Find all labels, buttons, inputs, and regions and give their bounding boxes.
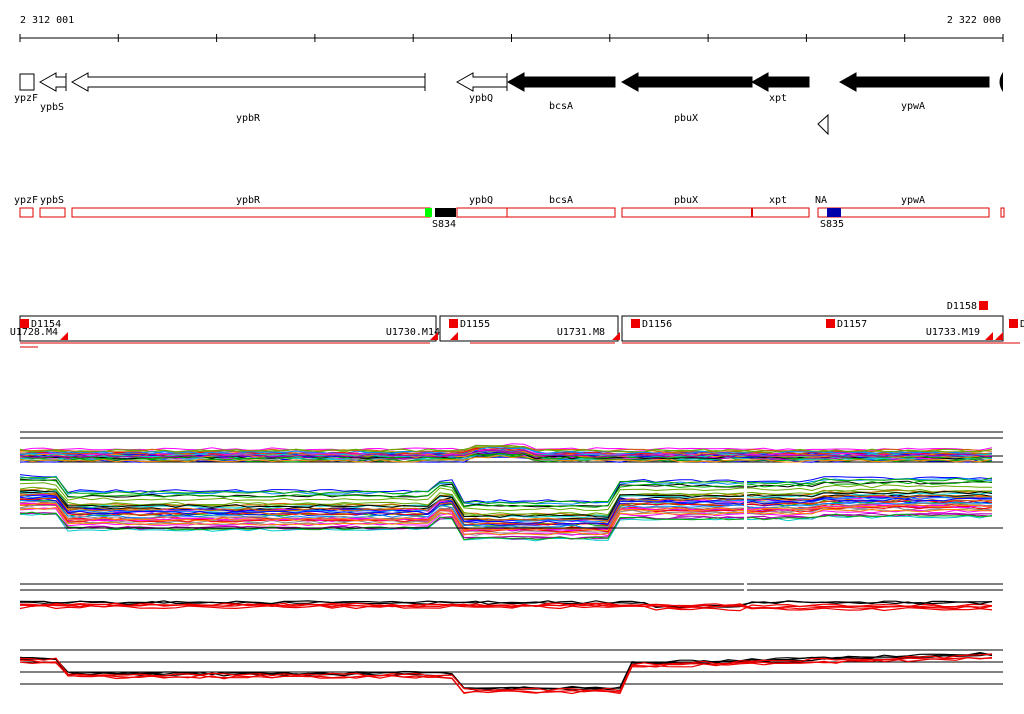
feature-label: D1155 xyxy=(460,319,490,330)
wiggle-line xyxy=(19,486,993,516)
wiggle-line xyxy=(19,506,993,536)
feature-label: U1728.M4 xyxy=(10,327,58,338)
feature-tri xyxy=(430,332,438,340)
wiggle-line xyxy=(19,447,993,455)
gene-label: ypbQ xyxy=(469,93,493,104)
feature-span xyxy=(439,315,619,342)
feature-tri xyxy=(450,332,458,340)
gene-label: ypzF xyxy=(14,93,38,104)
segment-label: ypwA xyxy=(901,195,925,206)
gene-arrow xyxy=(38,72,67,92)
gene-box xyxy=(19,73,35,91)
feature-tri xyxy=(985,332,993,340)
wiggle-line xyxy=(19,443,993,451)
wiggle-line xyxy=(19,476,993,505)
wiggle-line xyxy=(19,454,993,463)
feature-marker xyxy=(20,319,29,328)
segment-label: xpt xyxy=(769,195,787,206)
segment-label: ypzF xyxy=(14,195,38,206)
wiggle-line xyxy=(19,511,993,541)
feature-label: D1156 xyxy=(642,319,672,330)
feature-label: U1731.M8 xyxy=(557,327,605,338)
wiggle-line xyxy=(19,653,993,692)
gene-label: ypbR xyxy=(236,113,261,124)
feature-span xyxy=(621,315,1004,342)
wiggle-line xyxy=(19,502,993,531)
wiggle-line xyxy=(19,474,993,503)
site-label: S834 xyxy=(432,219,456,230)
feature-label: D1157 xyxy=(837,319,867,330)
segment-label: NA xyxy=(815,195,827,206)
wiggle-line xyxy=(20,497,993,525)
segment xyxy=(506,207,616,218)
feature-label: U1730.M14 xyxy=(386,327,440,338)
feature-marker xyxy=(449,319,458,328)
gene-arrow xyxy=(999,72,1003,92)
segment xyxy=(19,207,34,218)
gene-arrow xyxy=(750,72,810,92)
feature-tri xyxy=(995,332,1003,340)
gene-arrow xyxy=(506,72,616,92)
segment xyxy=(456,207,508,218)
gap xyxy=(744,580,747,615)
feature-marker xyxy=(1009,319,1018,328)
site-label: S835 xyxy=(820,219,844,230)
feature-marker xyxy=(826,319,835,328)
wiggle-line xyxy=(19,656,993,695)
feature-tri xyxy=(612,332,620,340)
segment-label: ypbS xyxy=(40,195,64,206)
gene-label: ypwA xyxy=(901,101,925,112)
segment-label: pbuX xyxy=(674,195,698,206)
wiggle-line xyxy=(19,482,992,512)
gene-arrow xyxy=(70,72,426,92)
site xyxy=(827,208,841,217)
feature-label: D1154 xyxy=(31,319,61,330)
wiggle-line xyxy=(19,604,993,612)
ruler-start: 2 312 001 xyxy=(20,15,74,26)
gene-label: pbuX xyxy=(674,113,698,124)
feature-label: U1733.M19 xyxy=(926,327,980,338)
wiggle-line xyxy=(19,492,993,522)
feature-marker xyxy=(979,301,988,310)
wiggle-line xyxy=(19,500,993,529)
wiggle-line xyxy=(19,487,993,517)
gene-label: ypbS xyxy=(40,102,64,113)
wiggle-line xyxy=(19,495,993,525)
feature-tri xyxy=(60,332,68,340)
segment xyxy=(1000,207,1005,218)
segment-label: ypbQ xyxy=(469,195,493,206)
wiggle-line xyxy=(19,600,993,609)
feature-marker xyxy=(631,319,640,328)
feature-span xyxy=(19,315,437,342)
gap xyxy=(744,480,747,542)
gene-arrow xyxy=(620,72,753,92)
gene-label: bcsA xyxy=(549,101,573,112)
gene-arrow xyxy=(838,72,990,92)
small-arrow xyxy=(817,113,829,136)
segment xyxy=(71,207,431,218)
site xyxy=(435,208,456,217)
segment xyxy=(817,207,990,218)
wiggle-line xyxy=(19,602,993,609)
segment xyxy=(621,207,753,218)
segment-label: bcsA xyxy=(549,195,573,206)
gene-arrow xyxy=(455,72,508,92)
feature-label: D1158 xyxy=(947,301,977,312)
wiggle-line xyxy=(19,489,993,518)
feature-label: D11 xyxy=(1020,319,1024,330)
wiggle-line xyxy=(19,504,993,534)
segment xyxy=(39,207,66,218)
wiggle-line xyxy=(19,479,993,508)
segment-label: ypbR xyxy=(236,195,261,206)
site-green xyxy=(425,208,432,217)
gene-label: xpt xyxy=(769,93,787,104)
wiggle-line xyxy=(19,445,993,453)
ruler-end: 2 322 000 xyxy=(947,15,1001,26)
wiggle-line xyxy=(19,449,993,458)
segment xyxy=(751,207,810,218)
